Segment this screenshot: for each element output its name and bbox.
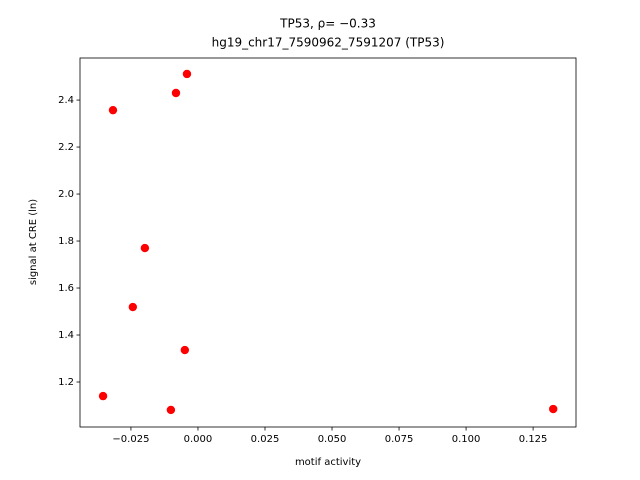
y-tick-label: 1.6 bbox=[58, 283, 74, 294]
y-tick-label: 2.4 bbox=[58, 95, 74, 106]
y-tick-label: 1.4 bbox=[58, 330, 74, 341]
x-tick-label: 0.075 bbox=[385, 434, 414, 445]
x-tick-label: 0.000 bbox=[184, 434, 213, 445]
x-tick-label: 0.125 bbox=[519, 434, 548, 445]
x-axis-label: motif activity bbox=[295, 457, 361, 468]
x-tick-label: 0.050 bbox=[318, 434, 347, 445]
x-tick-label: −0.025 bbox=[112, 434, 149, 445]
point bbox=[171, 88, 181, 98]
point bbox=[140, 243, 150, 253]
point bbox=[166, 405, 176, 415]
y-axis-label: signal at CRE (ln) bbox=[28, 199, 39, 285]
point bbox=[128, 302, 138, 312]
point bbox=[180, 345, 190, 355]
y-tick-label: 1.2 bbox=[58, 377, 74, 388]
y-tick-label: 2.0 bbox=[58, 189, 74, 200]
y-tick-label: 1.8 bbox=[58, 236, 74, 247]
x-tick-label: 0.025 bbox=[251, 434, 280, 445]
point bbox=[98, 391, 108, 401]
chart-subtitle: hg19_chr17_7590962_7591207 (TP53) bbox=[212, 36, 445, 50]
x-tick-label: 0.100 bbox=[452, 434, 481, 445]
point bbox=[182, 69, 192, 79]
plot-frame bbox=[79, 57, 577, 428]
point bbox=[549, 404, 558, 414]
y-tick-label: 2.2 bbox=[58, 142, 74, 153]
point bbox=[108, 105, 118, 115]
chart-title: TP53, ρ= −0.33 bbox=[279, 17, 376, 31]
